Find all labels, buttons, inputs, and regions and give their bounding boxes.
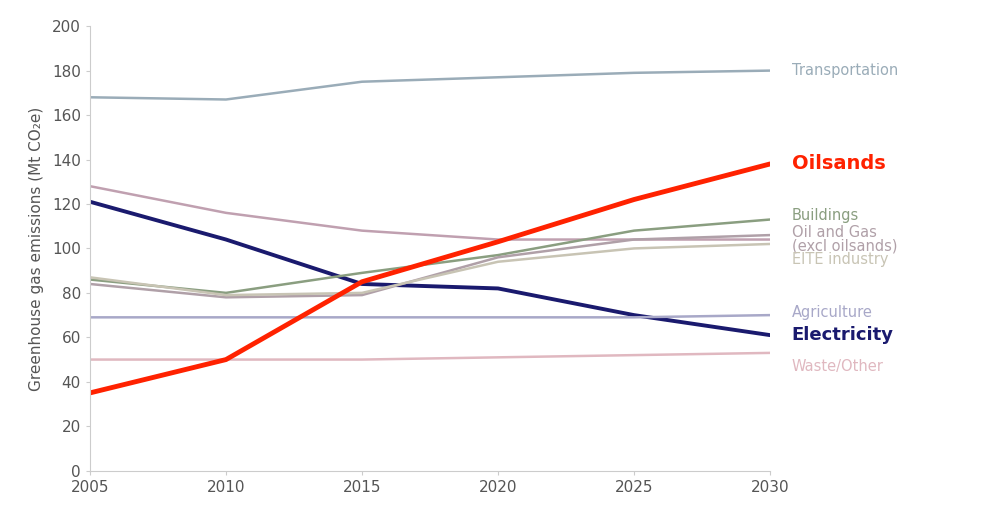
Text: Agriculture: Agriculture — [792, 305, 873, 321]
Text: Oilsands: Oilsands — [792, 154, 886, 174]
Y-axis label: Greenhouse gas emissions (Mt CO₂e): Greenhouse gas emissions (Mt CO₂e) — [29, 106, 44, 391]
Text: Electricity: Electricity — [792, 326, 894, 344]
Text: EITE industry: EITE industry — [792, 252, 888, 267]
Text: Transportation: Transportation — [792, 63, 898, 78]
Text: (excl oilsands): (excl oilsands) — [792, 238, 897, 254]
Text: Oil and Gas: Oil and Gas — [792, 225, 877, 241]
Text: Buildings: Buildings — [792, 208, 859, 223]
Text: Waste/Other: Waste/Other — [792, 359, 884, 374]
